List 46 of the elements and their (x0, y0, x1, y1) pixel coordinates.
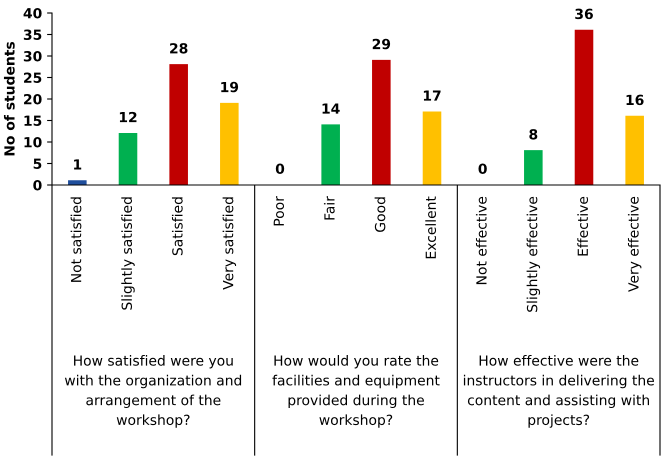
bar (524, 150, 543, 185)
text: How satisfied were you with the organization and arrangement of the workshop? (64, 355, 242, 428)
x-tick-label: Satisfied (172, 197, 183, 256)
y-tick-label: 30 (24, 50, 42, 62)
bar (220, 102, 239, 185)
bar (118, 132, 138, 185)
x-tick-label: Slightly satisfied (121, 197, 135, 310)
x-tick-label: Very effective (628, 196, 642, 292)
data-label: 14 (322, 103, 340, 114)
data-label: 0 (478, 163, 487, 174)
data-label: 16 (626, 94, 644, 106)
bar (169, 64, 188, 185)
y-tick-label: 35 (24, 29, 42, 40)
text: How effective were the instructors in delivering the content and assisting with projects? (464, 355, 654, 428)
y-tick-label: 5 (34, 158, 42, 169)
bar (372, 60, 391, 185)
text: How would you rate the facilities and equipment provided during the workshop? (272, 355, 440, 428)
x-tick-label: Excellent (425, 196, 436, 258)
data-label: 1 (74, 159, 82, 170)
y-tick-label: 20 (24, 94, 42, 104)
y-tick-label: 15 (24, 116, 42, 126)
data-label: 12 (120, 112, 136, 122)
x-tick-label: Very satisfied (222, 197, 236, 290)
x-tick-label: Slightly effective (526, 196, 540, 312)
data-label: 17 (424, 90, 441, 101)
x-tick-label: Not effective (476, 196, 487, 284)
x-tick-label: Not satisfied (70, 197, 82, 282)
x-tick-label: Effective (577, 196, 588, 256)
y-tick-label: 25 (24, 72, 42, 83)
bar (625, 116, 644, 185)
bar (574, 30, 594, 185)
y-tick-label: 0 (33, 180, 42, 190)
data-label: 29 (372, 38, 390, 50)
y-axis-title: No of students (4, 42, 15, 156)
data-label: 8 (529, 129, 538, 140)
data-label: 28 (170, 43, 188, 54)
x-tick-label: Good (374, 197, 386, 232)
y-tick-label: 10 (24, 136, 42, 148)
bar (321, 124, 340, 185)
x-tick-label: Poor (274, 196, 284, 226)
data-label: 19 (221, 82, 238, 92)
x-tick-label: Fair (324, 196, 335, 220)
data-label: 0 (276, 163, 284, 174)
data-label: 36 (575, 8, 593, 20)
bar (422, 111, 442, 185)
y-tick-label: 40 (24, 8, 42, 18)
